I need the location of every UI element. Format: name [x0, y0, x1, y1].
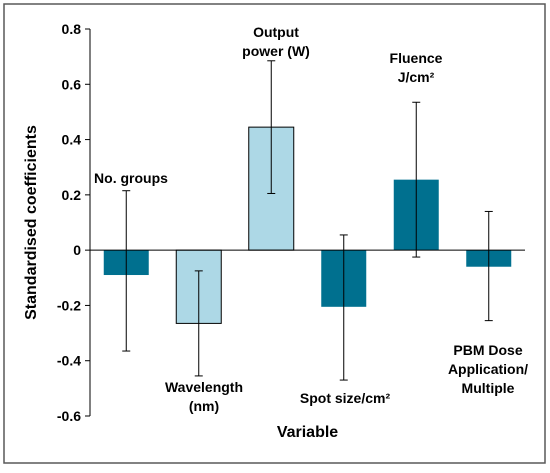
category-label-line: Fluence: [390, 50, 443, 66]
y-tick-label: -0.2: [57, 297, 81, 313]
category-label-line: J/cm²: [398, 69, 435, 85]
error-bars-group: [122, 60, 493, 381]
y-tick-label: -0.4: [57, 353, 81, 369]
y-tick-label: -0.6: [57, 408, 81, 424]
category-label-line: No. groups: [94, 170, 168, 186]
y-tick-label: 0: [73, 242, 81, 258]
category-label-3: Spot size/cm²: [300, 390, 391, 406]
category-label-line: (nm): [189, 398, 219, 414]
category-label-line: Wavelength: [165, 379, 243, 395]
x-axis-title: Variable: [277, 424, 338, 441]
category-label-line: Output: [253, 24, 299, 40]
category-label-line: Spot size/cm²: [300, 390, 391, 406]
category-label-5: PBM Dose Application/Multiple: [448, 342, 528, 396]
category-label-line: PBM Dose: [453, 342, 522, 358]
y-tick-label: 0.6: [62, 76, 82, 92]
category-labels: No. groups Wavelength (nm) Output power (W) S…: [94, 24, 528, 414]
category-label-line: Application/: [448, 361, 528, 377]
category-label-1: Wavelength (nm): [165, 379, 243, 414]
y-tick-label: 0.4: [62, 132, 82, 148]
y-axis-ticks: 0.8 0.6 0.4 0.2 0 -0.2 -0.4 -0.6: [57, 21, 90, 424]
y-tick-label: 0.2: [62, 187, 82, 203]
y-tick-label: 0.8: [62, 21, 82, 37]
category-label-0: No. groups: [94, 170, 168, 186]
category-label-4: Fluence J/cm²: [390, 50, 443, 85]
category-label-line: Multiple: [462, 380, 515, 396]
y-axis-title: Standardised coefficients: [23, 125, 40, 320]
category-label-line: power (W): [242, 43, 310, 59]
category-label-2: Output power (W): [242, 24, 310, 59]
